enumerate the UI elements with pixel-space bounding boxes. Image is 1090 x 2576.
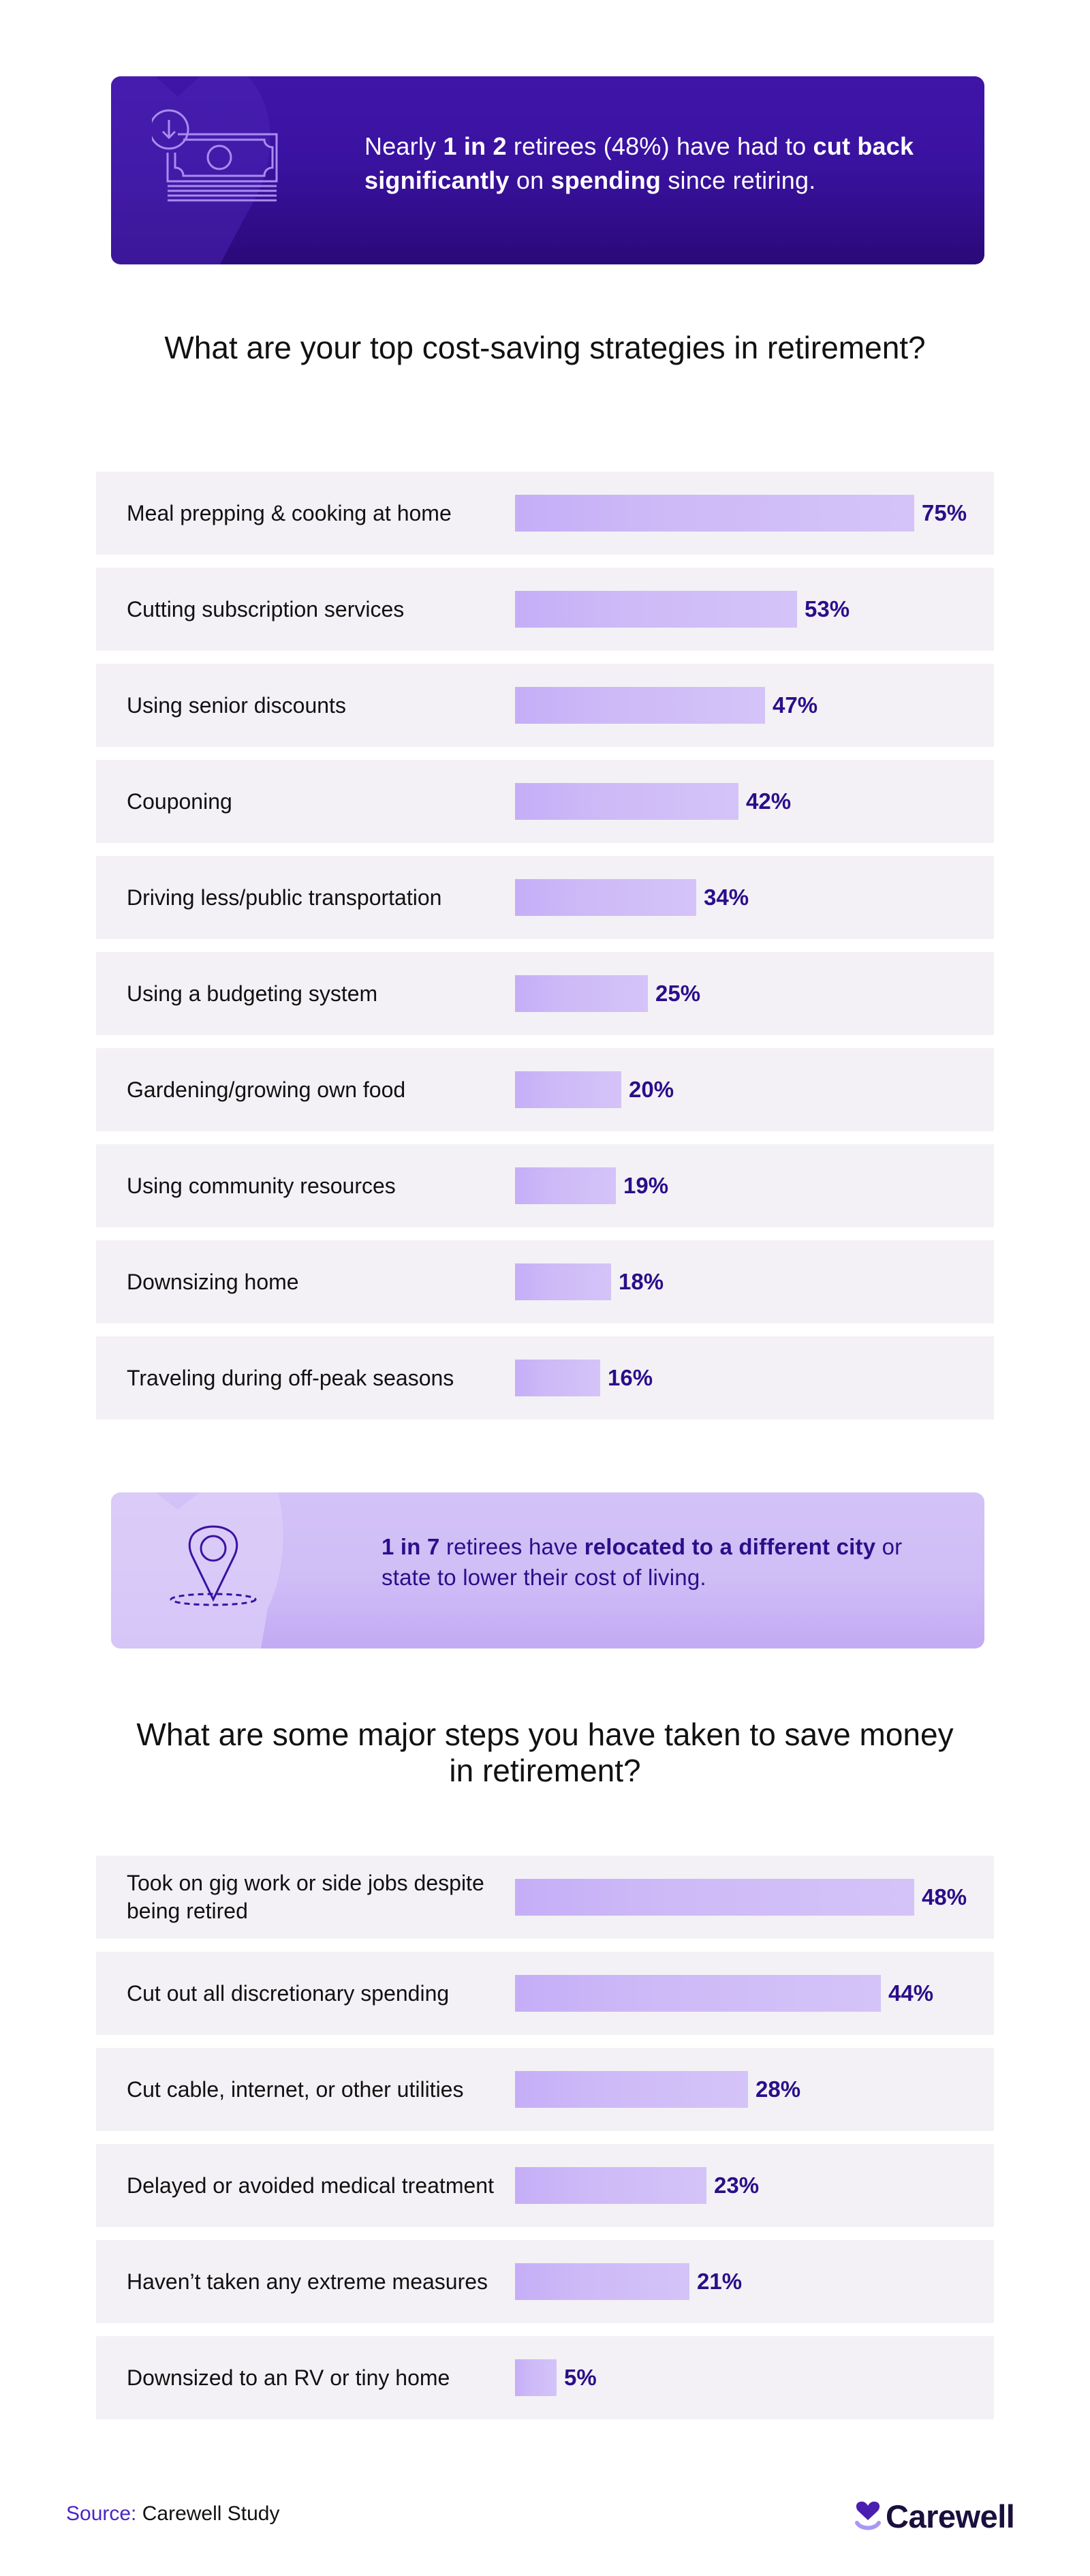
bar (515, 1879, 914, 1916)
body-text: on (509, 166, 551, 194)
bar (515, 2071, 748, 2108)
bar-value-label: 16% (608, 1365, 653, 1390)
bar-value-label: 5% (564, 2365, 597, 2390)
bar-value-label: 44% (888, 1980, 934, 2006)
logo-text: Carewell (886, 2498, 1015, 2534)
chart-row: Couponing 42% (96, 760, 994, 843)
section-title-cost-saving: What are your top cost-saving strategies… (164, 330, 926, 365)
body-text: Nearly (364, 132, 443, 160)
bar-value-label: 47% (773, 692, 818, 718)
row-label: Haven’t taken any extreme measures (127, 2269, 488, 2294)
chart-row: Gardening/growing own food 20% (96, 1048, 994, 1131)
highlight-text: 1 in 2 (443, 132, 507, 160)
row-label: Driving less/public transportation (127, 885, 442, 910)
row-label: Couponing (127, 788, 232, 814)
bar-value-label: 23% (714, 2173, 760, 2198)
highlight-text: relocated to a different city (584, 1534, 876, 1559)
chart-row: Cut cable, internet, or other utilities 2… (96, 2048, 994, 2131)
stat-card-relocated: 1 in 7 retirees have relocated to a diff… (111, 1492, 984, 1649)
bar (515, 495, 914, 532)
row-label: Downsized to an RV or tiny home (127, 2365, 450, 2390)
chart-row: Delayed or avoided medical treatment 23% (96, 2144, 994, 2227)
row-label: Using community resources (127, 1173, 396, 1198)
row-label: Delayed or avoided medical treatment (127, 2173, 494, 2198)
bar (515, 783, 738, 820)
bar (515, 1263, 611, 1300)
source-value: Carewell Study (142, 2502, 280, 2525)
carewell-heart-icon (855, 2501, 881, 2530)
chart-row: Downsizing home 18% (96, 1240, 994, 1323)
bar-value-label: 53% (805, 596, 850, 622)
bar (515, 1071, 621, 1108)
bar (515, 1360, 600, 1396)
source-label: Source: (66, 2502, 137, 2525)
bar (515, 2167, 706, 2204)
chart-row: Using a budgeting system 25% (96, 952, 994, 1035)
bar-value-label: 75% (922, 500, 967, 525)
chart-row: Meal prepping & cooking at home 75% (96, 472, 994, 555)
body-text: retirees (48%) have had to (506, 132, 813, 160)
money-down-icon (152, 109, 278, 202)
source-note: Source: Carewell Study (66, 2502, 280, 2526)
chart-row: Cut out all discretionary spending 44% (96, 1952, 994, 2035)
row-label: Cut out all discretionary spending (127, 1980, 450, 2006)
highlight-text: cut back significantly (364, 132, 914, 194)
bar (515, 2263, 689, 2300)
row-label: Downsizing home (127, 1269, 299, 1294)
bar-value-label: 28% (756, 2076, 801, 2102)
row-label: Meal prepping & cooking at home (127, 500, 452, 525)
row-label: Using senior discounts (127, 692, 346, 718)
row-label: Cut cable, internet, or other utilities (127, 2076, 464, 2102)
chart-row: Using senior discounts 47% (96, 664, 994, 747)
highlight-text: 1 in 7 (382, 1534, 440, 1559)
bar (515, 687, 765, 724)
section-title-major-steps: What are some major steps you have taken… (136, 1717, 954, 1788)
chart-row: Took on gig work or side jobs despite be… (96, 1856, 994, 1939)
bar (515, 1167, 616, 1204)
bar (515, 879, 696, 916)
highlight-text: spending (550, 166, 661, 194)
body-text: or state to lower their cost of living. (382, 1534, 903, 1590)
chart-row: Using community resources 19% (96, 1144, 994, 1227)
bar-value-label: 20% (629, 1077, 674, 1102)
chart-row: Downsized to an RV or tiny home 5% (96, 2336, 994, 2419)
heart-background-shape (111, 1492, 283, 1649)
row-label: Cutting subscription services (127, 596, 405, 622)
row-label: Took on gig work or side jobs despite be… (127, 1871, 484, 1923)
bar-value-label: 21% (697, 2269, 743, 2294)
bar-value-label: 48% (922, 1884, 967, 1910)
row-label: Traveling during off-peak seasons (127, 1365, 454, 1390)
bar-value-label: 34% (704, 885, 749, 910)
stat-card-text: 1 in 7 retirees have relocated to a diff… (382, 1531, 954, 1593)
heart-background-shape (111, 76, 270, 264)
row-label: Gardening/growing own food (127, 1077, 406, 1102)
stat-card-cut-back: Nearly 1 in 2 retirees (48%) have had to… (111, 76, 984, 264)
row-label: Using a budgeting system (127, 981, 378, 1006)
chart-row: Driving less/public transportation 34% (96, 856, 994, 939)
bar (515, 591, 797, 628)
bar-value-label: 19% (623, 1173, 669, 1198)
bar-value-label: 25% (655, 981, 701, 1006)
bar-value-label: 18% (619, 1269, 664, 1294)
chart-row: Cutting subscription services 53% (96, 568, 994, 651)
bar (515, 2359, 557, 2396)
carewell-logo: Carewell (854, 2497, 1015, 2535)
body-text: since retiring. (661, 166, 816, 194)
chart-row: Haven’t taken any extreme measures 21% (96, 2240, 994, 2323)
bar (515, 1975, 881, 2012)
bar (515, 975, 648, 1012)
bar-value-label: 42% (746, 788, 792, 814)
body-text: retirees have (439, 1534, 585, 1559)
chart-row: Traveling during off-peak seasons 16% (96, 1336, 994, 1420)
stat-card-text: Nearly 1 in 2 retirees (48%) have had to… (364, 129, 964, 198)
location-pin-icon (170, 1525, 257, 1606)
